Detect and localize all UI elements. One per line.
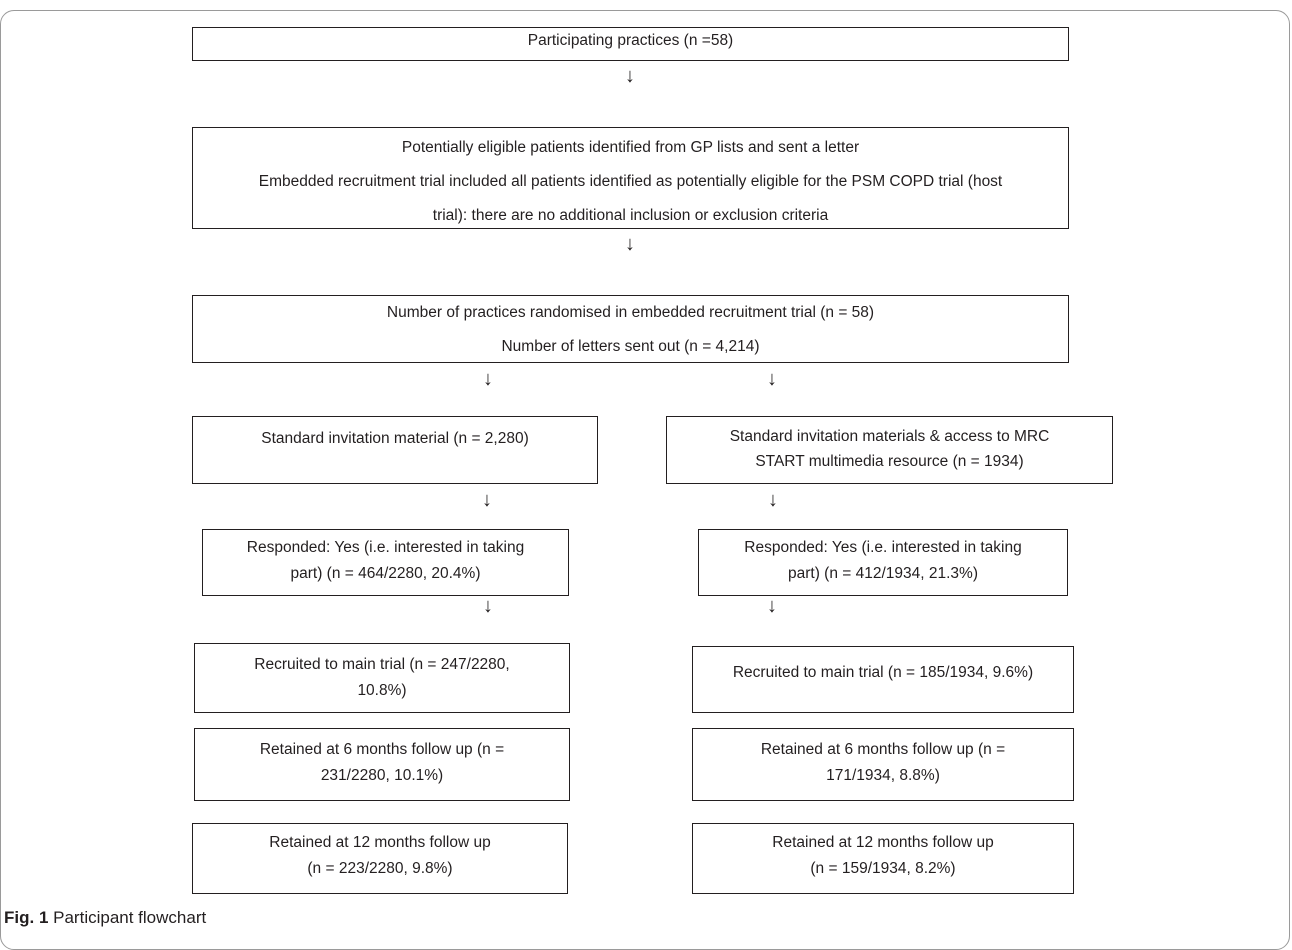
arrow-down-icon: ↓	[625, 65, 635, 87]
arrow-down-icon: ↓	[767, 368, 777, 390]
box-right-recruited: Recruited to main trial (n = 185/1934, 9…	[692, 646, 1074, 713]
box-eligible-patients: Potentially eligible patients identified…	[192, 127, 1069, 229]
arrow-down-icon: ↓	[768, 489, 778, 511]
left-retained6-line-1: Retained at 6 months follow up (n =	[259, 741, 505, 758]
left-retained12-line-2: (n = 223/2280, 9.8%)	[307, 860, 453, 877]
left-retained12-line-1: Retained at 12 months follow up	[269, 834, 491, 851]
figure-label: Fig. 1	[4, 908, 49, 927]
right-invitation-line-1: Standard invitation materials & access t…	[729, 428, 1050, 445]
box-right-retained-6: Retained at 6 months follow up (n = 171/…	[692, 728, 1074, 801]
right-retained6-line-2: 171/1934, 8.8%)	[826, 767, 940, 784]
box-right-responded: Responded: Yes (i.e. interested in takin…	[698, 529, 1068, 596]
box-left-responded: Responded: Yes (i.e. interested in takin…	[202, 529, 569, 596]
right-invitation-line-2: START multimedia resource (n = 1934)	[755, 453, 1024, 470]
left-retained6-line-2: 231/2280, 10.1%)	[320, 767, 444, 784]
arrow-down-icon: ↓	[767, 595, 777, 617]
left-invitation-text: Standard invitation material (n = 2,280)	[261, 430, 529, 447]
eligible-line-2: Embedded recruitment trial included all …	[258, 173, 1003, 190]
figure-caption-text: Participant flowchart	[53, 908, 207, 927]
arrow-down-icon: ↓	[482, 489, 492, 511]
box-participating-practices: Participating practices (n =58)	[192, 27, 1069, 61]
box-left-retained-12: Retained at 12 months follow up (n = 223…	[192, 823, 568, 894]
randomised-line-1: Number of practices randomised in embedd…	[386, 304, 875, 321]
arrow-down-icon: ↓	[625, 233, 635, 255]
box-left-retained-6: Retained at 6 months follow up (n = 231/…	[194, 728, 570, 801]
arrow-down-icon: ↓	[483, 368, 493, 390]
box-right-invitation: Standard invitation materials & access t…	[666, 416, 1113, 484]
right-responded-line-2: part) (n = 412/1934, 21.3%)	[788, 565, 978, 582]
box-left-invitation: Standard invitation material (n = 2,280)	[192, 416, 598, 484]
left-responded-line-2: part) (n = 464/2280, 20.4%)	[290, 565, 481, 582]
right-retained12-line-2: (n = 159/1934, 8.2%)	[810, 860, 956, 877]
participating-practices-text: Participating practices (n =58)	[527, 32, 734, 49]
right-responded-line-1: Responded: Yes (i.e. interested in takin…	[744, 539, 1022, 556]
figure-caption: Fig. 1 Participant flowchart	[4, 908, 206, 928]
eligible-line-1: Potentially eligible patients identified…	[401, 139, 860, 156]
left-recruited-line-2: 10.8%)	[357, 682, 407, 699]
right-retained12-line-1: Retained at 12 months follow up	[772, 834, 994, 851]
randomised-line-2: Number of letters sent out (n = 4,214)	[501, 338, 760, 355]
left-recruited-line-1: Recruited to main trial (n = 247/2280,	[254, 656, 510, 673]
box-randomised: Number of practices randomised in embedd…	[192, 295, 1069, 363]
box-right-retained-12: Retained at 12 months follow up (n = 159…	[692, 823, 1074, 894]
eligible-line-3: trial): there are no additional inclusio…	[432, 207, 829, 224]
left-responded-line-1: Responded: Yes (i.e. interested in takin…	[246, 539, 525, 556]
right-recruited-text: Recruited to main trial (n = 185/1934, 9…	[732, 664, 1034, 681]
box-left-recruited: Recruited to main trial (n = 247/2280, 1…	[194, 643, 570, 713]
arrow-down-icon: ↓	[483, 595, 493, 617]
right-retained6-line-1: Retained at 6 months follow up (n =	[760, 741, 1006, 758]
